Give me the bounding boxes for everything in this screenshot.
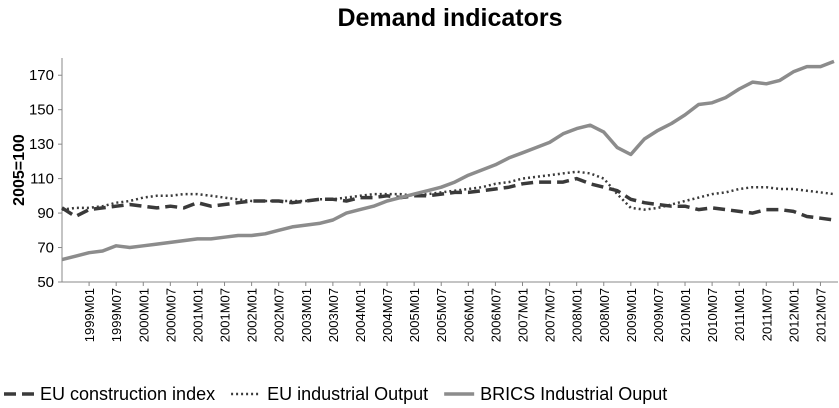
legend-label: EU construction index [40,384,215,404]
x-tick-label: 2002M07 [272,288,287,342]
x-tick-label: 2011M07 [759,288,774,341]
x-tick-label: 2002M01 [245,288,260,342]
x-tick-label: 2003M07 [326,288,341,342]
x-tick-label: 2001M07 [218,288,233,342]
x-tick-label: 2004M01 [353,288,368,342]
x-tick-label: 2009M07 [651,288,666,342]
series-line [61,59,835,262]
y-tick-label: 90 [37,205,54,222]
x-tick-label: 2003M01 [299,288,314,342]
y-axis-label: 2005=100 [11,134,28,206]
x-tick-label: 2007M01 [515,288,530,342]
x-tick-label: 2004M07 [380,288,395,342]
y-tick-label: 50 [37,274,54,291]
x-tick-label: 2012M01 [786,288,801,342]
x-tick-label: 2010M07 [705,288,720,342]
chart-title: Demand indicators [337,4,562,32]
y-tick-label: 70 [37,240,54,257]
x-tick-label: 2008M07 [597,288,612,342]
x-tick-label: 2006M01 [461,288,476,342]
x-tick-label: 2009M01 [624,288,639,342]
x-tick-label: 2006M07 [488,288,503,342]
x-tick-label: 2012M07 [813,288,828,342]
x-tick-label: 2010M01 [678,288,693,342]
y-tick-label: 170 [29,67,54,84]
y-tick-label: 130 [29,136,54,153]
x-tick-label: 2000M07 [163,288,178,342]
x-tick-label: 2005M07 [434,288,449,342]
y-tick-label: 110 [30,171,54,188]
legend-label: EU industrial Output [267,384,428,404]
x-tick-label: 2000M01 [136,288,151,342]
x-tick-label: 2001M01 [190,288,205,342]
x-tick-label: 2011M01 [732,288,747,341]
legend-label: BRICS Industrial Ouput [480,384,667,404]
x-tick-label: 2007M07 [543,288,558,342]
y-tick-label: 150 [29,102,54,119]
x-tick-label: 1999M07 [109,288,124,342]
x-tick-label: 1999M01 [82,288,97,342]
x-tick-label: 2005M01 [407,288,422,342]
series-line [61,170,835,211]
series-line [61,176,835,222]
x-tick-label: 2008M01 [570,288,585,342]
